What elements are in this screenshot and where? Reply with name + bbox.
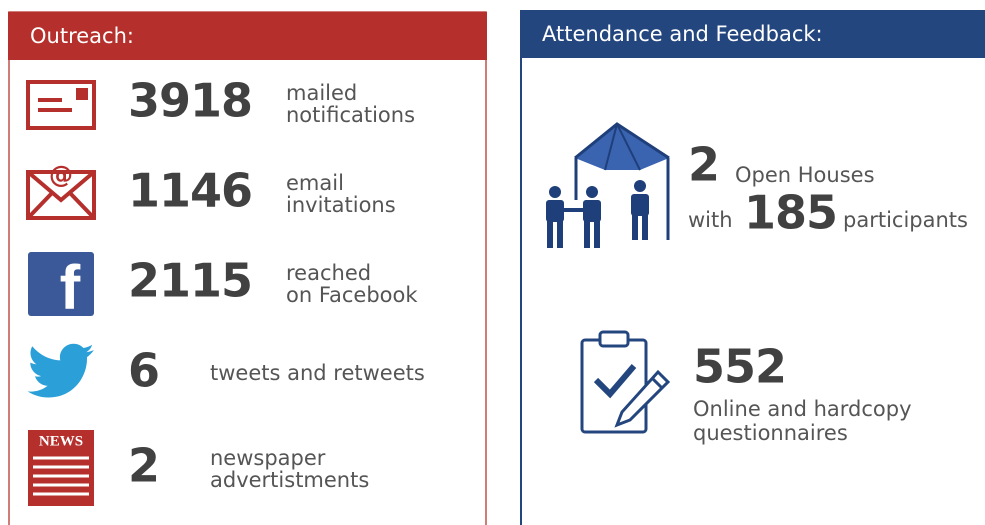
facebook-icon: f — [28, 252, 94, 322]
stat-label: advertistments — [210, 468, 369, 492]
stat-number: 2 — [688, 138, 719, 192]
stat-number: 2115 — [128, 254, 252, 308]
stat-number: 2 — [128, 439, 159, 493]
stat-label: tweets and retweets — [210, 361, 425, 385]
svg-text:NEWS: NEWS — [39, 433, 83, 449]
svg-text:@: @ — [49, 161, 73, 189]
stat-number: 552 — [693, 340, 786, 394]
stat-label: reached — [286, 261, 371, 285]
stat-label: on Facebook — [286, 283, 418, 307]
stat-label: email — [286, 171, 344, 195]
stat-label: questionnaires — [693, 421, 848, 445]
stat-label: newspaper — [210, 446, 326, 470]
attendance-title: Attendance and Feedback: — [542, 22, 823, 46]
stat-label: Online and hardcopy — [693, 397, 912, 421]
mail-icon — [26, 80, 96, 130]
outreach-title: Outreach: — [30, 24, 134, 48]
stat-label: participants — [843, 208, 968, 232]
twitter-icon — [27, 343, 95, 398]
stat-label: Open Houses — [735, 163, 875, 187]
tent-icon — [546, 122, 670, 248]
email-icon: @ — [26, 161, 96, 220]
attendance-header — [520, 10, 985, 58]
stat-number: 185 — [744, 186, 837, 240]
svg-text:f: f — [60, 253, 81, 322]
stat-label: mailed — [286, 81, 357, 105]
outreach-header — [8, 12, 487, 60]
stat-number: 1146 — [128, 164, 252, 218]
stat-number: 3918 — [128, 74, 252, 128]
stat-label: with — [688, 208, 733, 232]
stat-label: notifications — [286, 103, 415, 127]
stat-label: invitations — [286, 193, 396, 217]
stat-number: 6 — [128, 344, 159, 398]
news-icon: NEWS — [28, 430, 94, 506]
clipboard-icon — [580, 330, 671, 434]
